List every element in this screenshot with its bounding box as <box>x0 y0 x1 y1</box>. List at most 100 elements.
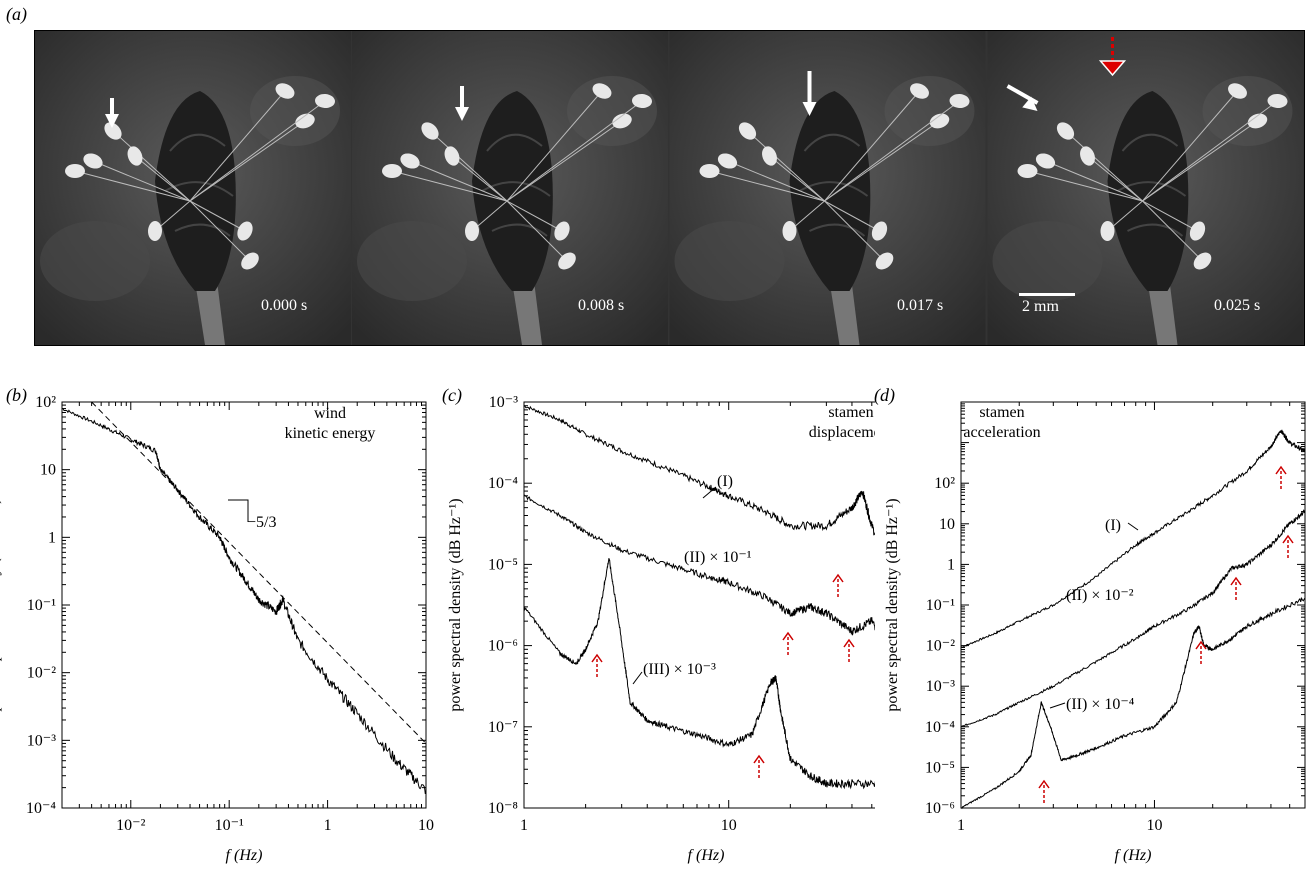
y-tick-label: 1 <box>947 556 955 573</box>
bokeh-blob <box>674 221 785 301</box>
bokeh-blob <box>992 221 1103 301</box>
stamen-anther <box>612 113 632 129</box>
flower-stem <box>829 281 860 345</box>
red-arrow-icon <box>591 653 603 663</box>
x-tick-label: 10 <box>418 817 434 834</box>
stamen-anther <box>127 146 143 166</box>
label-stamen: stamen <box>979 404 1024 421</box>
y-tick-label: 10⁻³ <box>926 678 955 695</box>
y-tick-label: 10⁻⁴ <box>925 719 955 736</box>
stamen-filament <box>506 90 603 202</box>
photo-strip: 0.000 s 0.008 s 0.017 s 0.025 s 2 mm <box>34 30 1305 346</box>
stamen-filament <box>747 130 825 202</box>
stamen-filament <box>824 200 885 262</box>
y-tick-label: 10⁻² <box>27 665 56 682</box>
spike-texture <box>481 133 551 237</box>
leader-II-b <box>1049 702 1066 709</box>
label-slope: −5/3 <box>247 514 276 531</box>
photo-frame-1 <box>35 31 351 345</box>
spike-texture <box>1117 133 1187 237</box>
stamen-anther <box>699 164 720 178</box>
stamen-filament <box>189 200 246 232</box>
stamen-anther <box>147 221 163 241</box>
y-tick-label: 10⁻⁴ <box>488 475 518 492</box>
stamen-anther <box>237 221 253 241</box>
x-tick-label: 10 <box>721 817 737 834</box>
x-tick-label: 1 <box>520 817 528 834</box>
stamen-anther <box>782 221 797 241</box>
red-arrow-icon <box>1282 534 1294 544</box>
red-arrow-icon <box>1195 640 1207 650</box>
stamen-filament <box>824 100 960 202</box>
stamen-filament <box>727 160 825 202</box>
x-axis-label: f (Hz) <box>1115 847 1152 864</box>
stamen-filament <box>409 160 508 202</box>
y-tick-label: 10⁻⁵ <box>925 759 955 776</box>
flower-spike <box>789 91 871 291</box>
stamen-filament <box>189 100 326 202</box>
stamen-anther <box>400 153 420 169</box>
label-kinetic-energy: kinetic energy <box>285 425 376 442</box>
stamen-filament <box>824 200 880 232</box>
bokeh-blob <box>567 76 657 146</box>
label-series-III: (III) × 10⁻³ <box>643 661 716 678</box>
stamen-anther <box>65 164 85 178</box>
stamen-anther <box>382 164 402 178</box>
y-tick-label: 10² <box>934 475 955 492</box>
red-arrow-icon <box>843 638 855 648</box>
stamen-anther <box>1017 164 1038 178</box>
label-stamen: stamen <box>828 404 873 421</box>
y-tick-label: 10⁻⁸ <box>488 800 518 817</box>
stamen-filament <box>1142 100 1278 202</box>
bokeh-blob <box>250 76 340 146</box>
label-series-II: (II) × 10⁻² <box>1066 587 1134 604</box>
stamen-filament <box>1142 200 1198 232</box>
red-arrow-icon <box>832 573 844 583</box>
white-arrow-icon <box>802 102 817 116</box>
plot-frame <box>960 401 1306 809</box>
stamen-anther <box>315 93 335 109</box>
stamen-anther <box>1228 83 1247 99</box>
stamen-filament <box>189 120 306 202</box>
stamen-filament <box>1027 170 1143 202</box>
y-axis-label: power spectral density (dB Hz⁻¹) <box>0 498 2 711</box>
stamen-anther <box>1267 93 1288 109</box>
y-tick-label: 10⁻¹ <box>27 597 56 614</box>
stamen-filament <box>134 155 191 202</box>
photo-frame-2 <box>352 31 668 345</box>
x-tick-label: 10⁻¹ <box>215 817 244 834</box>
red-arrow-icon <box>1275 465 1287 475</box>
series-line-2 <box>91 401 427 744</box>
bokeh-blob <box>1202 76 1293 146</box>
red-arrow-icon <box>753 754 765 764</box>
x-tick-label: 1 <box>957 817 965 834</box>
stamen-anther <box>275 83 295 99</box>
y-tick-label: 10 <box>40 462 56 479</box>
stamen-anther <box>1189 221 1206 241</box>
stamen-anther <box>295 113 315 129</box>
y-tick-label: 10⁻⁵ <box>488 556 518 573</box>
stamen-filament <box>824 120 940 202</box>
flower-stem <box>195 281 225 345</box>
stamen-filament <box>709 170 825 202</box>
stamen-anther <box>1247 113 1268 129</box>
stamen-filament <box>1087 155 1143 202</box>
spike-texture <box>164 133 234 237</box>
y-tick-label: 10² <box>35 394 56 411</box>
stamen-filament <box>1045 160 1143 202</box>
stamen-anther <box>738 122 757 140</box>
bokeh-blob <box>884 76 975 146</box>
stamen-anther <box>632 93 652 109</box>
stamen-anther <box>871 221 888 241</box>
stamen-anther <box>558 252 576 270</box>
y-tick-label: 1 <box>48 529 56 546</box>
chart-wind-kinetic-energy: 10⁻² 10⁻¹ 1 10 10⁻⁴ 10⁻³ 10⁻² 10⁻¹ 1 10 10² f (Hz) p… <box>0 394 434 864</box>
stamen-filament <box>451 155 508 202</box>
stamen-anther <box>1100 221 1115 241</box>
stamen-filament <box>74 170 191 202</box>
y-tick-label: 10⁻⁷ <box>488 719 518 736</box>
white-arrow-icon <box>105 114 119 128</box>
stamen-filament <box>112 130 191 202</box>
stamen-filament <box>391 170 508 202</box>
stamen-filament <box>1142 120 1258 202</box>
